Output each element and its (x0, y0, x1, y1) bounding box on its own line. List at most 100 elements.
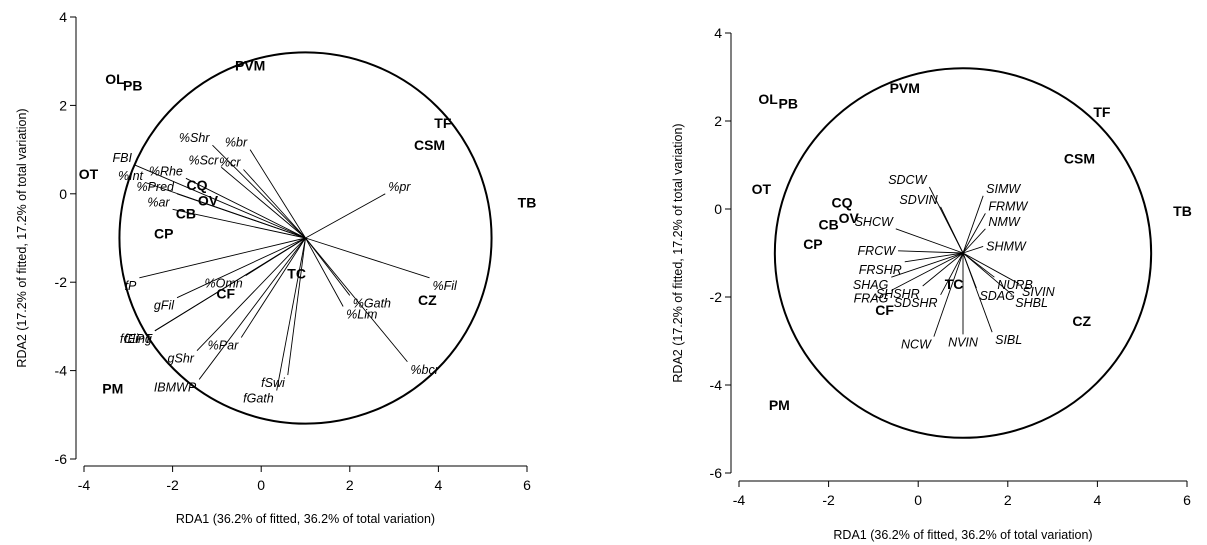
vector-label: SDVIN (899, 193, 938, 207)
vector-line (139, 237, 306, 279)
vector-label: SDSHR (894, 296, 938, 310)
site-label: PM (769, 397, 790, 413)
y-tick-label: -6 (710, 465, 723, 481)
vector-line (198, 237, 306, 380)
vector-label: %Fil (433, 279, 459, 293)
vector-line (962, 195, 984, 254)
y-tick-label: 4 (59, 9, 67, 25)
vector-line (287, 237, 306, 376)
vector-label: NCW (901, 338, 932, 352)
vector-label: SHSHR (876, 287, 920, 301)
vector-label: FRCW (858, 244, 897, 258)
site-label: TF (1093, 104, 1111, 120)
site-label: OL (105, 71, 125, 87)
vector-line (240, 237, 306, 338)
y-tick-label: 2 (714, 113, 722, 129)
site-label: OV (839, 210, 860, 226)
site-label: OL (758, 91, 778, 107)
vector-line (154, 237, 306, 332)
vector-label: SIBL (995, 333, 1022, 347)
x-tick-label: 6 (523, 477, 531, 493)
vector-label: SIMW (986, 182, 1021, 196)
vector-label: SHMW (986, 239, 1027, 253)
x-tick-label: 0 (914, 492, 922, 508)
vector-label: fSwi (261, 376, 286, 390)
site-label: TC (287, 265, 306, 281)
vector-line (305, 237, 408, 363)
site-label: CZ (1072, 313, 1091, 329)
vector-label: SIVIN (1022, 285, 1056, 299)
chart-panel-1: -4 -2 0 2 4 6 -6 -4 -2 0 2 4 RDA1 (36.2% of fitted, … (15, 9, 536, 526)
x-tick-label: 2 (1004, 492, 1012, 508)
y-axis-label: RDA2 (17.2% of fitted, 17.2% of total va… (15, 108, 29, 367)
vector-label: NVIN (948, 335, 979, 349)
vector-line (185, 177, 306, 239)
vector-label: %Scr (188, 153, 219, 167)
vector-line (305, 193, 386, 239)
x-axis-label: RDA1 (36.2% of fitted, 36.2% of total va… (833, 528, 1092, 542)
x-tick-label: 6 (1183, 492, 1191, 508)
vector-label: SHBL (1015, 296, 1048, 310)
site-label: TB (1173, 203, 1192, 219)
vector-line (212, 144, 306, 239)
x-tick-label: -4 (733, 492, 746, 508)
vector-line (933, 252, 964, 337)
vector-line (962, 252, 1020, 285)
vector-label: SHAG (853, 278, 889, 292)
vector-label: FRMW (988, 199, 1028, 213)
vector-line (305, 237, 430, 279)
y-axis-label: RDA2 (17.2% of fitted, 17.2% of total va… (671, 123, 685, 382)
site-label: TC (945, 276, 964, 292)
y-tick-label: -4 (710, 377, 723, 393)
vector-line (305, 237, 344, 307)
site-label: PVM (890, 80, 920, 96)
chart-panel-2: -4 -2 0 2 4 6 -6 -4 -2 0 2 4 RDA1 (36.2% of fitted, … (671, 25, 1192, 542)
vector-label: fGath (243, 391, 274, 405)
vector-label: SDAG (979, 289, 1015, 303)
site-label: OV (198, 192, 219, 208)
vector-line (891, 252, 964, 291)
vector-line (962, 228, 986, 254)
site-label: PB (779, 95, 798, 111)
vector-label: IBMWP (154, 380, 197, 394)
y-tick-label: 4 (714, 25, 722, 41)
y-tick-label: -2 (710, 289, 723, 305)
site-label: CQ (832, 194, 853, 210)
y-tick-label: -2 (55, 274, 68, 290)
x-tick-label: -2 (166, 477, 179, 493)
vector-label: fCling (120, 332, 152, 346)
vector-line (962, 252, 1013, 296)
y-tick-label: 0 (59, 186, 67, 202)
vector-line (962, 213, 986, 254)
site-label: TF (434, 115, 452, 131)
vector-line (940, 206, 964, 254)
y-tick-label: -6 (55, 451, 68, 467)
y-tick-label: -4 (55, 363, 68, 379)
x-tick-label: 4 (1094, 492, 1102, 508)
vector-label: %Shr (179, 131, 210, 145)
x-tick-label: -4 (78, 477, 91, 493)
vector-line (940, 252, 964, 296)
vector-label: gFil (154, 299, 175, 313)
vector-line (196, 237, 306, 352)
vector-line (276, 237, 306, 391)
vector-label: gShr (168, 352, 195, 366)
vector-label: %Int (118, 169, 144, 183)
site-label: CSM (414, 137, 445, 153)
x-tick-label: -2 (822, 492, 835, 508)
vector-line (962, 245, 984, 254)
vector-label: %pr (388, 180, 411, 194)
y-tick-label: 2 (59, 97, 67, 113)
x-tick-label: 4 (435, 477, 443, 493)
vector-line (904, 252, 964, 263)
vector-line (176, 237, 306, 299)
site-label: OT (79, 166, 99, 182)
site-label: CP (803, 236, 822, 252)
x-axis-label: RDA1 (36.2% of fitted, 36.2% of total va… (176, 512, 435, 526)
vector-label: SHCW (855, 215, 894, 229)
vector-line (221, 166, 306, 239)
site-label: CZ (418, 292, 437, 308)
site-label: TB (518, 195, 537, 211)
vector-label: %Pred (136, 180, 175, 194)
